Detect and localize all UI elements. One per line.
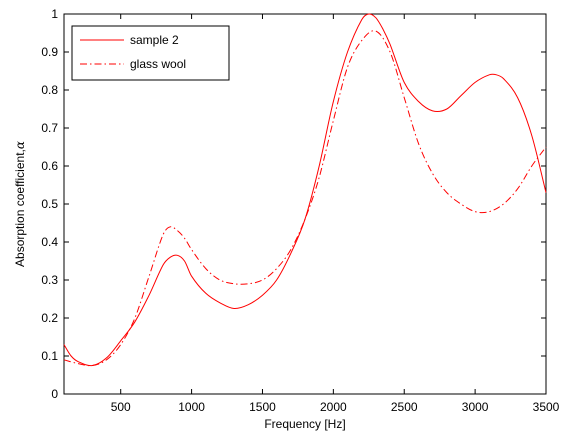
- y-axis-label-text: Absorption coefficient,: [13, 149, 27, 267]
- y-tick-label: 0.4: [41, 235, 58, 249]
- y-axis-label: Absorption coefficient,α: [13, 141, 27, 267]
- y-tick-label: 0.7: [41, 121, 58, 135]
- y-tick-label: 0.8: [41, 83, 58, 97]
- legend-box: [71, 25, 230, 81]
- x-tick-label: 1000: [178, 400, 205, 414]
- y-tick-label: 0.9: [41, 45, 58, 59]
- x-tick-label: 2000: [320, 400, 347, 414]
- legend: sample 2 glass wool: [71, 25, 230, 81]
- y-tick-label: 0.2: [41, 311, 58, 325]
- x-tick-label: 3000: [462, 400, 489, 414]
- y-tick-label: 0: [51, 387, 58, 401]
- x-ticks: 500 1000 1500 2000 2500 3000 3500: [111, 14, 560, 414]
- x-tick-label: 3500: [533, 400, 560, 414]
- series-line-glass-wool: [63, 30, 547, 367]
- legend-label-glass-wool: glass wool: [130, 57, 186, 71]
- series-layer: [63, 13, 547, 367]
- y-axis-label-symbol: α: [13, 141, 27, 149]
- x-tick-label: 2500: [391, 400, 418, 414]
- y-ticks: 0 0.1 0.2 0.3 0.4 0.5 0.6 0.7 0.8 0.9 1: [41, 7, 546, 401]
- legend-label-sample-2: sample 2: [130, 33, 179, 47]
- y-tick-label: 0.1: [41, 349, 58, 363]
- y-tick-label: 1: [51, 7, 58, 21]
- x-axis-label: Frequency [Hz]: [264, 417, 345, 431]
- y-tick-label: 0.6: [41, 159, 58, 173]
- y-tick-label: 0.5: [41, 197, 58, 211]
- y-tick-label: 0.3: [41, 273, 58, 287]
- x-tick-label: 500: [111, 400, 131, 414]
- x-tick-label: 1500: [249, 400, 276, 414]
